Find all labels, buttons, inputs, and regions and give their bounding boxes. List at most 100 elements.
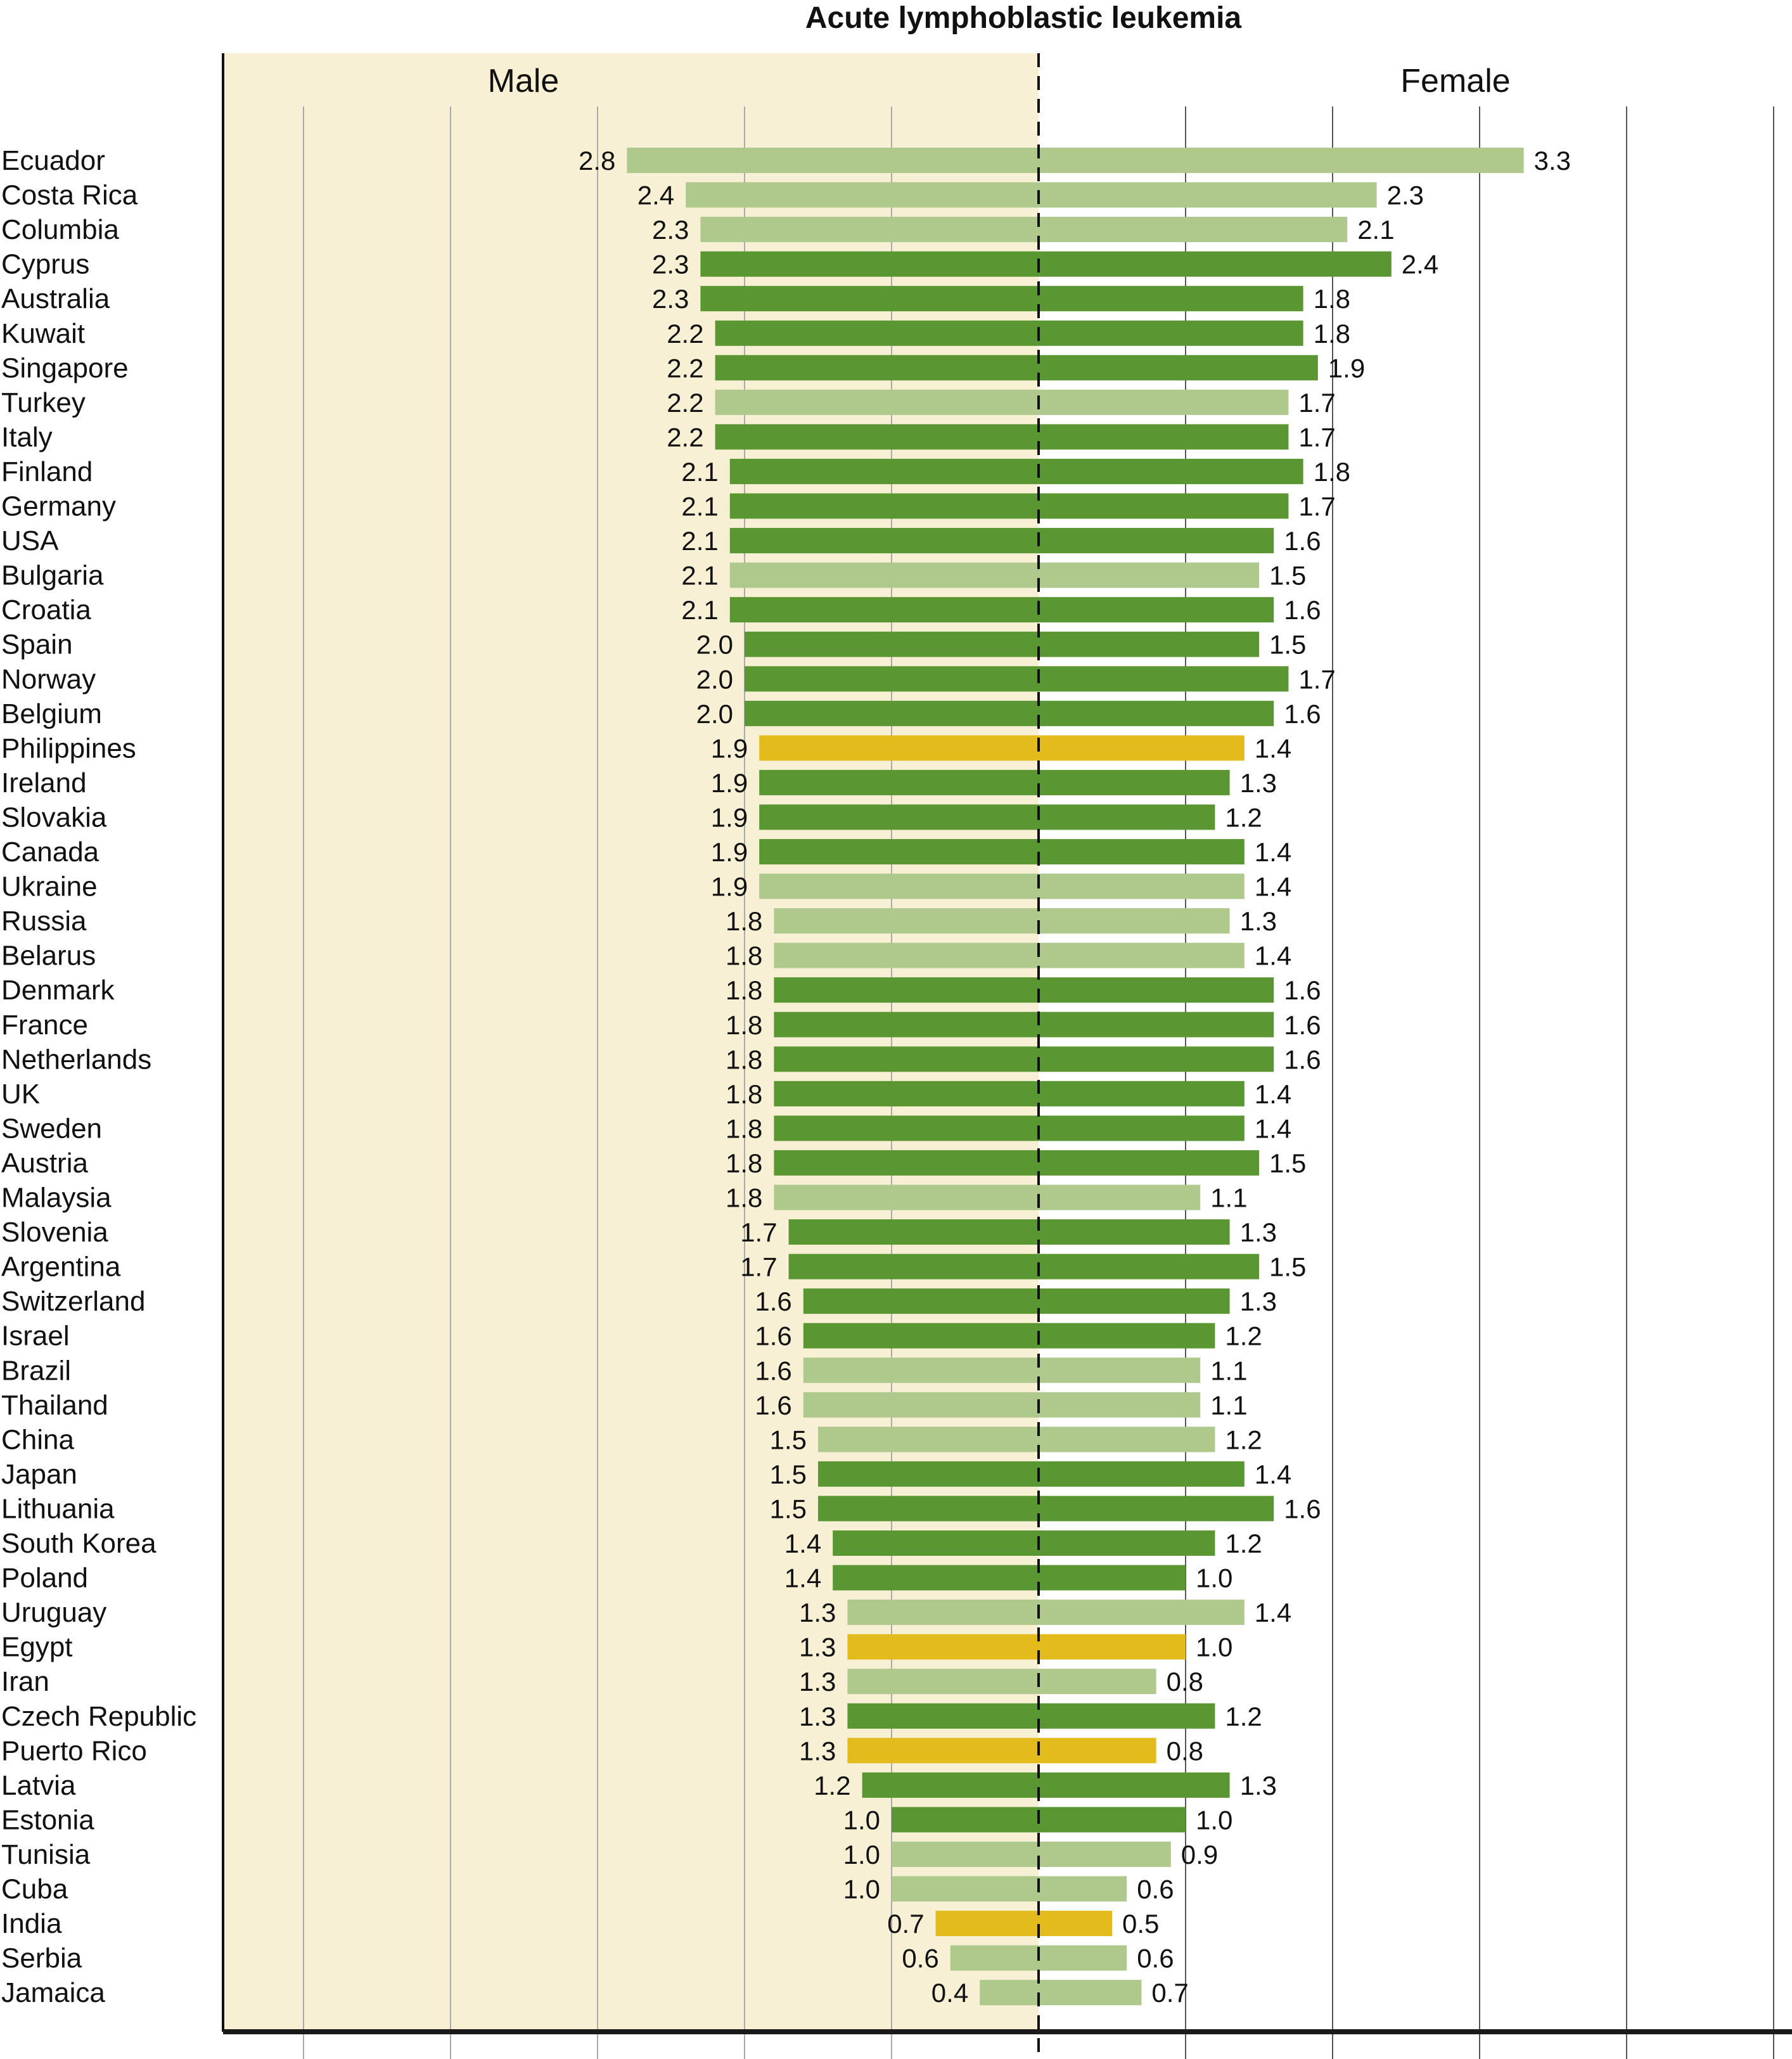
bar-male — [729, 528, 1039, 554]
bar-male — [980, 1980, 1039, 2006]
value-label-female: 0.8 — [1167, 1667, 1203, 1697]
value-label-male: 2.3 — [652, 284, 689, 314]
bar-female — [1039, 1081, 1245, 1106]
value-label-female: 1.1 — [1210, 1183, 1247, 1213]
value-label-female: 1.7 — [1298, 492, 1335, 522]
value-label-female: 1.3 — [1240, 1771, 1277, 1800]
value-label-female: 1.8 — [1314, 457, 1350, 487]
value-label-male: 2.1 — [681, 492, 718, 522]
value-label-female: 2.4 — [1402, 250, 1438, 279]
bar-female — [1039, 1392, 1201, 1418]
value-label-female: 2.3 — [1387, 181, 1424, 210]
bar-female — [1039, 1945, 1127, 1971]
value-label-female: 1.0 — [1196, 1632, 1232, 1662]
category-label: Germany — [1, 491, 116, 522]
bar-male — [774, 942, 1039, 968]
value-label-female: 1.4 — [1255, 1113, 1291, 1143]
value-label-female: 1.5 — [1269, 561, 1306, 591]
value-label-male: 1.2 — [814, 1771, 850, 1800]
bar-female — [1039, 217, 1348, 243]
bar-male — [847, 1600, 1039, 1626]
bar-male — [729, 493, 1039, 519]
bar-male — [745, 666, 1039, 692]
value-label-female: 1.2 — [1225, 1702, 1262, 1731]
category-label: Iran — [1, 1666, 49, 1697]
category-label: Sweden — [1, 1113, 102, 1144]
bar-female — [1039, 1323, 1215, 1349]
bar-male — [729, 562, 1039, 588]
category-label: Australia — [1, 283, 110, 314]
category-label: China — [1, 1424, 74, 1455]
category-label: Russia — [1, 906, 87, 937]
category-label: Singapore — [1, 352, 129, 383]
value-label-female: 1.6 — [1284, 595, 1321, 625]
bar-female — [1039, 528, 1274, 554]
category-label: Finland — [1, 456, 93, 487]
bar-male — [803, 1392, 1039, 1418]
value-label-female: 1.5 — [1269, 1148, 1306, 1178]
bar-female — [1039, 769, 1230, 795]
chart-title: Acute lymphoblastic leukemia — [805, 1, 1242, 35]
value-label-male: 1.3 — [799, 1632, 836, 1662]
category-label: Uruguay — [1, 1597, 106, 1628]
category-label: Norway — [1, 664, 96, 695]
bar-male — [818, 1461, 1039, 1487]
category-label: Croatia — [1, 594, 91, 625]
category-label: Estonia — [1, 1804, 94, 1835]
category-label: Jamaica — [1, 1977, 105, 2008]
bar-female — [1039, 1496, 1274, 1522]
value-label-female: 1.1 — [1210, 1356, 1247, 1385]
value-label-male: 2.0 — [696, 664, 733, 694]
value-label-male: 1.3 — [799, 1598, 836, 1627]
value-label-female: 1.2 — [1225, 1529, 1262, 1558]
value-label-male: 1.5 — [770, 1425, 807, 1454]
bar-male — [686, 182, 1039, 208]
bar-female — [1039, 148, 1524, 173]
bar-female — [1039, 1219, 1230, 1245]
value-label-male: 1.8 — [726, 1148, 762, 1178]
bar-female — [1039, 1634, 1186, 1660]
value-label-male: 1.3 — [799, 1702, 836, 1731]
bar-female — [1039, 1427, 1215, 1453]
bar-female — [1039, 1046, 1274, 1072]
bar-male — [892, 1807, 1039, 1833]
value-label-male: 2.1 — [681, 561, 718, 591]
bar-male — [892, 1876, 1039, 1902]
category-label: Italy — [1, 421, 53, 452]
bar-female — [1039, 1461, 1245, 1487]
value-label-female: 1.4 — [1255, 941, 1291, 971]
bar-male — [774, 1184, 1039, 1210]
category-label: France — [1, 1010, 88, 1041]
bar-male — [803, 1288, 1039, 1314]
bar-female — [1039, 977, 1274, 1003]
value-label-female: 1.4 — [1255, 1079, 1291, 1109]
category-label: Canada — [1, 837, 99, 868]
category-label: Malaysia — [1, 1183, 112, 1214]
value-label-male: 2.2 — [667, 388, 703, 418]
value-label-female: 1.4 — [1255, 733, 1291, 763]
category-label: Belgium — [1, 698, 102, 729]
value-label-male: 1.8 — [726, 1113, 762, 1143]
bar-female — [1039, 182, 1377, 208]
bar-female — [1039, 1807, 1186, 1833]
value-label-female: 1.5 — [1269, 630, 1306, 660]
bar-female — [1039, 424, 1289, 450]
value-label-female: 1.7 — [1298, 664, 1335, 694]
bar-female — [1039, 1530, 1215, 1556]
bar-male — [715, 320, 1039, 346]
category-label: Ecuador — [1, 145, 105, 176]
bar-female — [1039, 1357, 1201, 1383]
value-label-male: 1.6 — [755, 1321, 791, 1351]
bar-male — [818, 1427, 1039, 1453]
bar-female — [1039, 1254, 1259, 1280]
bar-male — [935, 1911, 1039, 1937]
value-label-male: 2.1 — [681, 457, 718, 487]
bar-female — [1039, 804, 1215, 830]
value-label-male: 2.1 — [681, 595, 718, 625]
category-label: UK — [1, 1079, 40, 1110]
bar-male — [729, 458, 1039, 484]
category-label: Israel — [1, 1321, 70, 1352]
value-label-male: 1.8 — [726, 1044, 762, 1074]
male-panel-background — [223, 53, 1039, 2032]
